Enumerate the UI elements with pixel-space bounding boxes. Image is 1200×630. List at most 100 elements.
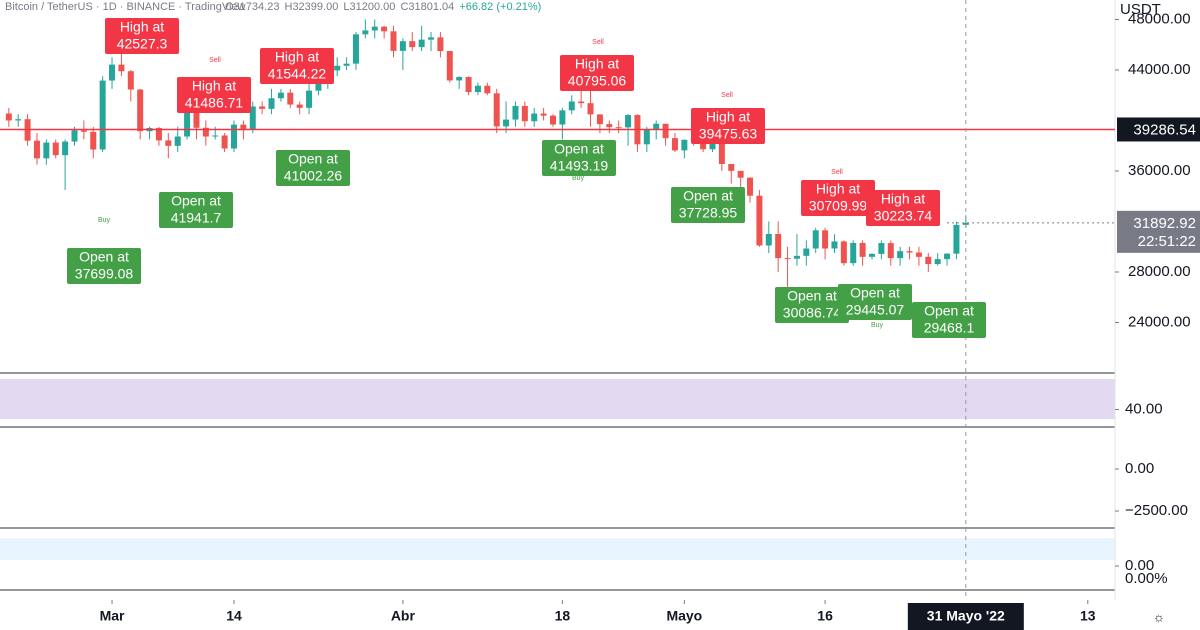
annotation-label: Open at (288, 151, 338, 167)
candle-body (737, 170, 744, 178)
candle-body (953, 224, 960, 254)
candle-body (5, 113, 12, 121)
candle-body (615, 127, 622, 129)
candle-body (568, 101, 575, 111)
macd-tick-label: −2500.00 (1125, 502, 1188, 519)
annotation-label: Open at (554, 141, 604, 157)
candle-body (531, 113, 538, 122)
candle-body (456, 77, 463, 81)
annotation-box (801, 180, 875, 216)
candle-body (728, 164, 735, 171)
x-tick-label: 13 (1080, 608, 1096, 624)
annotation-box (912, 302, 986, 338)
signal-label: Buy (572, 175, 585, 182)
annotation-label: Open at (79, 249, 129, 265)
annotation-box (866, 190, 940, 226)
annotation-box (105, 18, 179, 54)
candle-body (343, 63, 350, 66)
candle-body (934, 259, 941, 265)
candle-body (671, 138, 678, 151)
annotation-label: High at (816, 181, 860, 197)
candle-body (906, 251, 913, 253)
candle-body (137, 89, 144, 132)
candle-body (474, 85, 481, 93)
candle-body (287, 92, 294, 105)
annotation-value: 30223.74 (874, 208, 933, 224)
price-line-label: 39286.54 (1133, 121, 1196, 138)
candle-body (221, 135, 228, 149)
candle-body (409, 41, 416, 48)
candle-body (793, 255, 800, 259)
candle-body (202, 127, 209, 137)
x-tick-label: 14 (226, 608, 242, 624)
candle-body (587, 103, 594, 115)
candle-body (362, 30, 369, 35)
candle-body (230, 124, 237, 149)
candle-body (925, 256, 932, 265)
candle-body (549, 115, 556, 125)
candle-body (850, 242, 857, 264)
candle-body (212, 135, 219, 137)
candle-body (915, 252, 922, 257)
signal-label: Sell (592, 39, 604, 46)
annotation-box (838, 284, 912, 320)
signal-label: Sell (831, 169, 843, 176)
crosshair-badge (907, 603, 1024, 630)
candle-body (127, 71, 134, 90)
candle-body (184, 95, 191, 137)
candle-body (803, 248, 810, 256)
candle-body (33, 140, 40, 159)
stochastic-band (0, 538, 1115, 560)
candle-body (596, 114, 603, 125)
candle-body (718, 124, 725, 165)
overlays: 48000.00 44000.00 36000.00 28000.00 24000.00… (67, 10, 1200, 630)
annotation-value: 41493.19 (550, 158, 609, 174)
annotation-box (67, 248, 141, 284)
candle-body (540, 113, 547, 116)
annotation-box (159, 192, 233, 228)
stochastic-percent-label: 0.00% (1125, 570, 1168, 587)
candle-body (109, 64, 116, 81)
candle-body (868, 253, 875, 257)
candle-body (484, 85, 491, 94)
candle-body (381, 26, 388, 32)
candle-body (52, 142, 59, 156)
annotation-box (542, 140, 616, 176)
candle-body (765, 233, 772, 246)
chart-title: Bitcoin / TetherUS · 1D · BINANCE · Trad… (5, 1, 246, 13)
annotation-box (691, 108, 765, 144)
annotation-value: 29468.1 (924, 320, 975, 336)
settings-icon[interactable]: ☼ (1153, 609, 1165, 624)
annotation-label: High at (575, 56, 619, 72)
annotation-value: 30709.99 (809, 198, 868, 214)
candle-body (878, 243, 885, 254)
ohlc-high: H32399.00 (285, 1, 339, 13)
x-tick-label: Mayo (666, 608, 702, 624)
candle-body (315, 83, 322, 91)
candle-body (418, 39, 425, 48)
candle-body (559, 110, 566, 125)
annotation-box (671, 187, 745, 223)
candle-body (296, 104, 303, 108)
candle-body (352, 34, 359, 64)
x-tick-label: Abr (391, 608, 416, 624)
candle-body (643, 130, 650, 145)
annotation-value: 37699.08 (75, 266, 134, 282)
candle-body (747, 177, 754, 196)
candle-body (831, 241, 838, 249)
stochastic-tick-label: 0.00 (1125, 557, 1154, 574)
candle-body (62, 141, 69, 156)
candle-body (90, 131, 97, 150)
annotation-label: Open at (787, 288, 837, 304)
annotation-value: 40795.06 (568, 73, 627, 89)
